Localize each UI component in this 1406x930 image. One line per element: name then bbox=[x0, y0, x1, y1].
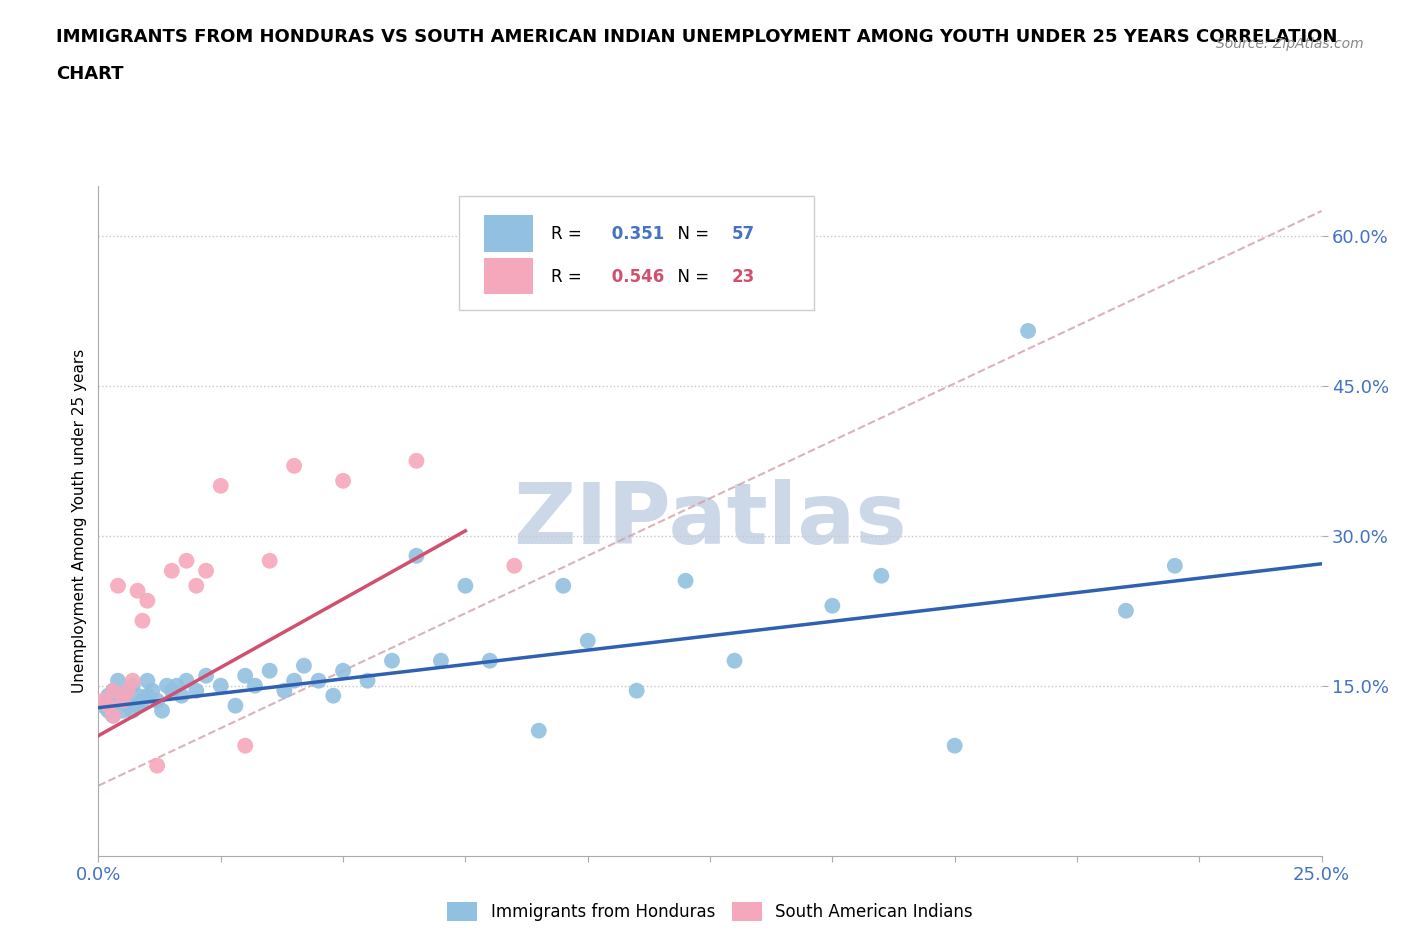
Point bbox=[91, 698, 114, 713]
Point bbox=[97, 688, 120, 703]
Point bbox=[626, 684, 648, 698]
Point bbox=[146, 758, 169, 773]
Point bbox=[117, 698, 139, 713]
Point bbox=[1164, 558, 1187, 573]
Point bbox=[870, 568, 893, 583]
Point bbox=[233, 669, 256, 684]
Point bbox=[141, 684, 163, 698]
Point bbox=[723, 653, 745, 668]
Text: R =: R = bbox=[551, 225, 588, 244]
Point bbox=[176, 553, 198, 568]
Point bbox=[101, 709, 124, 724]
Point bbox=[121, 703, 143, 718]
Text: N =: N = bbox=[668, 225, 714, 244]
Point bbox=[209, 478, 232, 493]
Text: 0.546: 0.546 bbox=[606, 268, 664, 286]
FancyBboxPatch shape bbox=[484, 258, 533, 295]
Point bbox=[107, 673, 129, 688]
Point bbox=[430, 653, 453, 668]
Point bbox=[454, 578, 477, 593]
Point bbox=[576, 633, 599, 648]
Point bbox=[156, 678, 179, 693]
Point bbox=[111, 688, 134, 703]
Point bbox=[322, 688, 344, 703]
Point bbox=[131, 693, 153, 708]
Text: ZIPatlas: ZIPatlas bbox=[513, 479, 907, 563]
Point bbox=[259, 663, 281, 678]
Point bbox=[97, 703, 120, 718]
Point bbox=[127, 688, 149, 703]
Point bbox=[117, 684, 139, 698]
Text: Source: ZipAtlas.com: Source: ZipAtlas.com bbox=[1216, 37, 1364, 51]
Point bbox=[1115, 604, 1137, 618]
Point bbox=[136, 673, 159, 688]
Point bbox=[527, 724, 550, 738]
Point bbox=[356, 673, 378, 688]
Point bbox=[195, 669, 218, 684]
Point bbox=[127, 698, 149, 713]
Point bbox=[243, 678, 266, 693]
Point bbox=[209, 678, 232, 693]
Legend: Immigrants from Honduras, South American Indians: Immigrants from Honduras, South American… bbox=[440, 895, 980, 927]
Text: R =: R = bbox=[551, 268, 588, 286]
Point bbox=[675, 573, 697, 588]
Text: 57: 57 bbox=[733, 225, 755, 244]
Point bbox=[943, 738, 966, 753]
Point bbox=[186, 578, 208, 593]
Point bbox=[101, 684, 124, 698]
Point bbox=[97, 698, 120, 713]
Text: IMMIGRANTS FROM HONDURAS VS SOUTH AMERICAN INDIAN UNEMPLOYMENT AMONG YOUTH UNDER: IMMIGRANTS FROM HONDURAS VS SOUTH AMERIC… bbox=[56, 28, 1337, 46]
Point bbox=[381, 653, 404, 668]
Point bbox=[283, 673, 305, 688]
Point bbox=[160, 564, 183, 578]
Point bbox=[160, 684, 183, 698]
Text: N =: N = bbox=[668, 268, 714, 286]
Point bbox=[170, 688, 193, 703]
Point bbox=[166, 678, 188, 693]
Y-axis label: Unemployment Among Youth under 25 years: Unemployment Among Youth under 25 years bbox=[72, 349, 87, 693]
Point bbox=[821, 598, 844, 613]
Point bbox=[150, 703, 173, 718]
Point bbox=[503, 558, 526, 573]
Point bbox=[224, 698, 246, 713]
Point bbox=[405, 454, 427, 469]
Point bbox=[146, 693, 169, 708]
Point bbox=[195, 564, 218, 578]
Point bbox=[91, 693, 114, 708]
Point bbox=[553, 578, 575, 593]
Text: CHART: CHART bbox=[56, 65, 124, 83]
Point bbox=[121, 673, 143, 688]
Point bbox=[101, 709, 124, 724]
Point bbox=[332, 663, 354, 678]
Point bbox=[259, 553, 281, 568]
Text: 23: 23 bbox=[733, 268, 755, 286]
Point bbox=[233, 738, 256, 753]
Point bbox=[101, 684, 124, 698]
Point bbox=[121, 678, 143, 693]
Text: 0.351: 0.351 bbox=[606, 225, 664, 244]
FancyBboxPatch shape bbox=[460, 196, 814, 310]
Point bbox=[127, 583, 149, 598]
Point bbox=[136, 593, 159, 608]
Point bbox=[107, 693, 129, 708]
FancyBboxPatch shape bbox=[484, 215, 533, 252]
Point bbox=[283, 458, 305, 473]
Point bbox=[111, 693, 134, 708]
Point bbox=[107, 578, 129, 593]
Point bbox=[478, 653, 501, 668]
Point bbox=[332, 473, 354, 488]
Point bbox=[308, 673, 330, 688]
Point bbox=[1017, 324, 1039, 339]
Point bbox=[117, 684, 139, 698]
Point bbox=[111, 703, 134, 718]
Point bbox=[131, 613, 153, 628]
Point bbox=[292, 658, 315, 673]
Point bbox=[136, 688, 159, 703]
Point bbox=[186, 684, 208, 698]
Point bbox=[176, 673, 198, 688]
Point bbox=[273, 684, 295, 698]
Point bbox=[405, 549, 427, 564]
